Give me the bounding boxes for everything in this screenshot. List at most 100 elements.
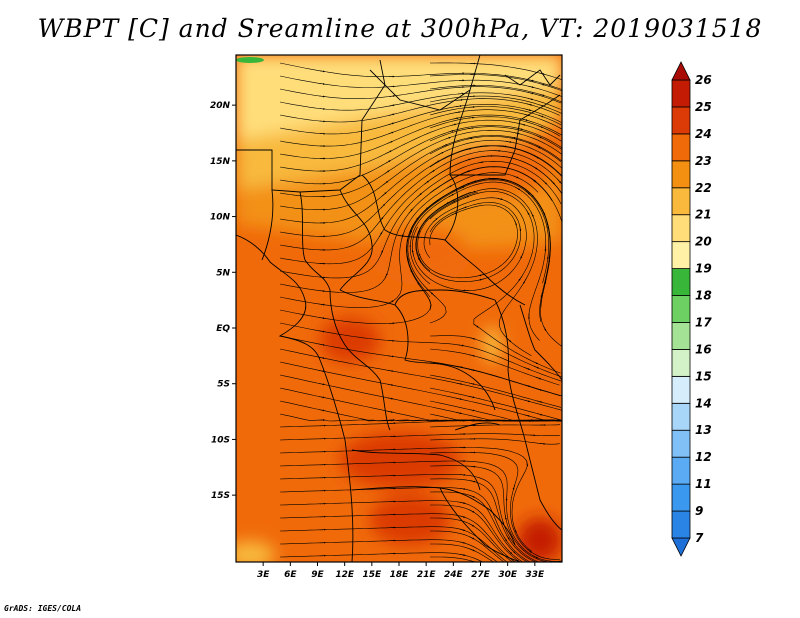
- colorbar: 7 9 11 12 13 14 15 16 17 18 19 20 21 22 23 24 25 26: [671, 61, 712, 557]
- streamline-arrow: [501, 518, 505, 525]
- streamline: [279, 552, 484, 562]
- lat-tick-label: 20N: [210, 101, 231, 111]
- streamline: [279, 419, 560, 428]
- streamline: [279, 348, 562, 411]
- streamline-arrow: [469, 354, 476, 357]
- streamline-arrow: [524, 113, 530, 117]
- streamline-arrow: [463, 195, 470, 199]
- colorbar-level-label: 23: [695, 154, 712, 168]
- lon-tick-label: 33E: [525, 570, 545, 580]
- streamline-arrow: [530, 211, 534, 218]
- streamline: [279, 413, 562, 422]
- colorbar-max-triangle: [671, 61, 691, 81]
- streamline-arrow: [524, 414, 531, 417]
- lat-tick-label: EQ: [216, 324, 230, 334]
- colorbar-box: [671, 187, 691, 216]
- lat-tick-label: 15N: [210, 157, 231, 167]
- streamline-arrow: [384, 272, 388, 279]
- streamline-arrow: [387, 383, 394, 386]
- streamline: [279, 145, 562, 237]
- streamline-arrow: [319, 303, 326, 306]
- streamline: [279, 114, 562, 159]
- streamline-arrow: [424, 180, 430, 185]
- streamline: [279, 160, 562, 279]
- streamline-arrow: [523, 278, 527, 284]
- streamline-arrow: [506, 338, 512, 343]
- streamline-arrow: [380, 203, 386, 209]
- colorbar-level-label: 22: [695, 181, 712, 195]
- streamline-arrow: [469, 369, 476, 372]
- longitude-axis: 3E 6E 9E 12E 15E 18E 21E 24E 27E 30E 33E: [257, 562, 545, 580]
- streamline: [430, 543, 494, 562]
- streamline-arrow: [319, 409, 325, 412]
- streamline-arrow: [510, 136, 517, 139]
- streamline: [279, 361, 562, 422]
- streamline-arrow: [546, 253, 549, 260]
- streamline-arrow: [380, 250, 383, 256]
- colorbar-box: [671, 295, 691, 323]
- streamline-arrow: [531, 178, 537, 183]
- streamline-arrow: [525, 190, 530, 195]
- streamline-arrow: [535, 145, 541, 149]
- lat-tick-label: 15S: [211, 491, 230, 501]
- streamline: [429, 136, 562, 162]
- colorbar-level-label: 25: [695, 100, 712, 114]
- streamline-arrow: [450, 200, 456, 204]
- lon-tick-label: 18E: [390, 570, 410, 580]
- streamline: [279, 135, 562, 210]
- streamline-arrow: [459, 488, 466, 490]
- colorbar-min-triangle: [671, 537, 691, 557]
- streamline: [279, 98, 560, 123]
- streamline-arrow: [539, 442, 546, 445]
- streamline-arrow: [469, 382, 475, 385]
- colorbar-box: [671, 268, 691, 296]
- streamline-arrow: [514, 132, 520, 135]
- streamline-arrow: [378, 231, 383, 238]
- streamline-arrow: [418, 253, 422, 259]
- streamline-arrow: [528, 92, 534, 95]
- streamline-arrow: [388, 300, 394, 304]
- colorbar-box: [671, 106, 691, 135]
- streamline-arrow: [417, 193, 422, 198]
- streamline-arrow: [526, 209, 530, 216]
- streamline-arrow: [459, 528, 466, 532]
- colorbar-box: [671, 402, 691, 431]
- colorbar-level-label: 26: [695, 73, 712, 87]
- streamline-arrow: [451, 212, 458, 216]
- streamline-arrow: [454, 111, 461, 114]
- streamline: [429, 335, 562, 378]
- streamline: [406, 178, 551, 311]
- streamline-arrow: [457, 366, 464, 369]
- colorbar-box: [671, 349, 691, 377]
- streamline-arrow: [434, 160, 440, 164]
- streamline-arrow: [536, 135, 543, 139]
- streamline-arrow: [389, 95, 396, 98]
- streamline-arrow: [514, 527, 517, 534]
- streamline-arrow: [418, 257, 422, 263]
- streamline-arrow: [546, 223, 549, 229]
- streamline-arrow: [386, 150, 392, 154]
- colorbar-box: [671, 375, 691, 404]
- streamline-arrow: [519, 225, 522, 232]
- streamline-arrow: [387, 141, 393, 144]
- streamline-arrow: [448, 130, 454, 133]
- streamline-arrow: [526, 103, 533, 106]
- streamline-arrow: [524, 384, 531, 387]
- streamline: [279, 86, 562, 104]
- streamline-arrow: [319, 330, 326, 333]
- streamline-arrow: [456, 397, 463, 400]
- streamline-arrow: [319, 82, 326, 85]
- streamline-arrow: [468, 116, 475, 119]
- streamline-arrow: [470, 190, 476, 194]
- streamline-arrow: [388, 122, 395, 125]
- streamline-arrow: [379, 216, 384, 222]
- streamline-arrow: [478, 278, 485, 281]
- colorbar-box: [671, 510, 691, 539]
- streamline: [430, 504, 521, 562]
- streamline-arrow: [388, 355, 395, 358]
- streamline: [279, 166, 553, 293]
- streamline-arrow: [443, 202, 450, 206]
- streamline-arrow: [506, 534, 510, 541]
- streamline-arrow: [533, 365, 540, 369]
- latitude-axis: 20N 15N 10N 5N EQ 5S 10S 15S: [210, 101, 236, 501]
